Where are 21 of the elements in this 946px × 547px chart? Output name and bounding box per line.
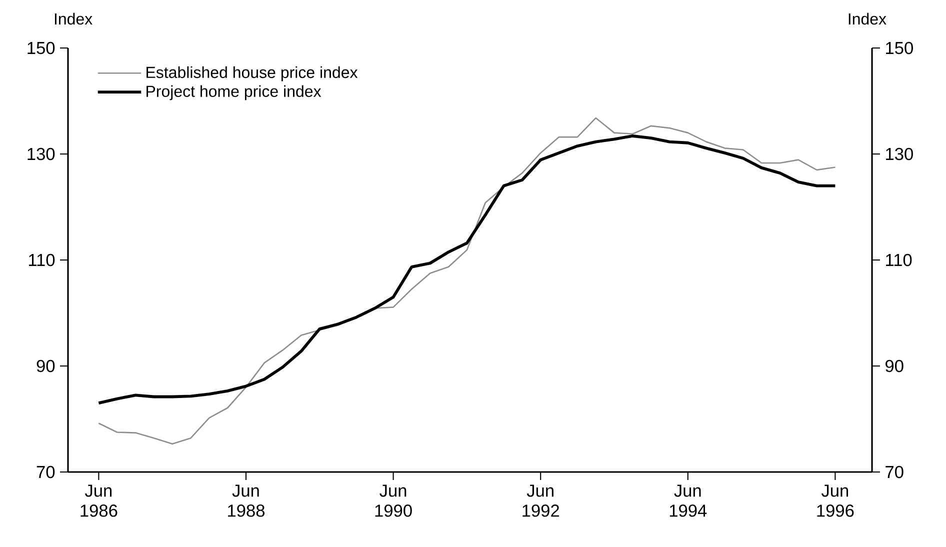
y-tick-label: 70 (36, 466, 55, 478)
y-tick-label: 150 (28, 42, 55, 54)
y2-axis-title: Index (848, 12, 886, 25)
y-tick-label: 90 (36, 360, 55, 372)
line-series (98, 117, 836, 445)
legend-label: Established house price index (146, 66, 358, 82)
x-tick-label: Jun 1994 (670, 484, 707, 517)
x-tick-label: Jun 1988 (228, 484, 265, 517)
y2-tick-label: 90 (886, 360, 904, 372)
x-tick-label: Jun 1996 (817, 484, 854, 517)
y2-tick-label: 70 (886, 466, 904, 478)
x-tick-label: Jun 1990 (375, 484, 412, 517)
y2-tick-label: 150 (886, 42, 913, 54)
legend-label: Project home price index (146, 85, 322, 100)
y-axis-title: Index (54, 12, 92, 25)
y-tick-label: 110 (28, 254, 55, 266)
y-tick-label: 130 (28, 148, 55, 160)
y2-tick-label: 130 (886, 148, 913, 160)
x-tick-label: Jun 1992 (522, 484, 559, 517)
y2-tick-label: 110 (886, 254, 912, 266)
x-tick-label: Jun 1986 (80, 484, 118, 517)
